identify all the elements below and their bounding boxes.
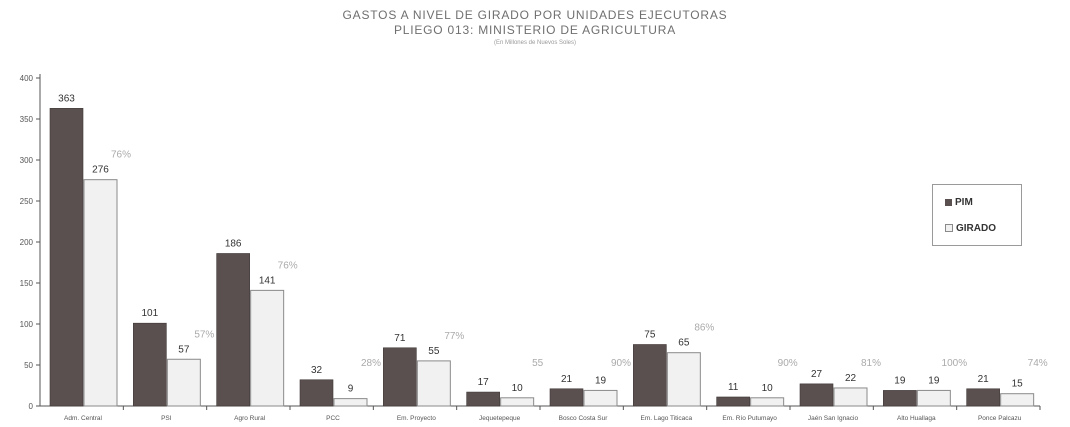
category-label: Agro Rural — [234, 415, 266, 422]
data-label-girado: 10 — [512, 383, 524, 394]
legend-swatch-girado — [945, 224, 953, 233]
bar-pim — [299, 379, 334, 407]
legend-swatch-pim — [945, 198, 952, 206]
data-label-pim: 363 — [58, 93, 75, 104]
y-tick-label: 300 — [20, 156, 34, 165]
percent-label: 28% — [361, 358, 381, 369]
category-label: Ponce Palcazu — [978, 415, 1022, 422]
data-label-girado: 9 — [348, 384, 354, 395]
data-label-pim: 27 — [811, 369, 823, 380]
data-label-girado: 22 — [845, 373, 857, 384]
bar-pim — [883, 390, 917, 407]
bar-girado — [916, 389, 951, 407]
data-label-pim: 71 — [394, 333, 406, 344]
bar-pim — [466, 391, 500, 407]
data-label-pim: 186 — [225, 238, 242, 249]
percent-label: 55 — [532, 358, 544, 369]
percent-label: 77% — [444, 331, 464, 342]
percent-label: 100% — [942, 358, 968, 369]
category-label: Alto Huallaga — [897, 415, 936, 422]
bar-girado — [666, 352, 701, 407]
chart-titles: GASTOS A NIVEL DE GIRADO POR UNIDADES EJ… — [0, 8, 1070, 48]
bar-pim — [49, 108, 84, 407]
bar-girado — [500, 397, 535, 407]
bar-pim — [383, 347, 417, 407]
y-tick-label: 400 — [20, 74, 34, 83]
category-label: PCC — [326, 415, 340, 422]
y-tick-label: 0 — [29, 402, 34, 411]
percent-label: 76% — [111, 150, 131, 161]
data-label-girado: 19 — [928, 375, 940, 386]
legend-item-pim: PIM — [945, 197, 973, 208]
data-label-pim: 32 — [311, 365, 323, 376]
data-label-girado: 55 — [428, 346, 440, 357]
chart-subtitle: PLIEGO 013: MINISTERIO DE AGRICULTURA — [393, 23, 677, 37]
bar-girado — [833, 387, 868, 407]
percent-label: 90% — [778, 358, 798, 369]
y-tick-label: 200 — [20, 238, 34, 247]
bar-girado — [750, 397, 785, 407]
data-label-girado: 15 — [1012, 379, 1024, 390]
percent-label: 86% — [694, 323, 714, 334]
category-label: Em. Lago Titicaca — [640, 415, 692, 422]
bar-girado — [416, 360, 451, 407]
y-tick-label: 100 — [20, 320, 34, 329]
y-tick-label: 150 — [20, 279, 34, 288]
bar-pim — [966, 388, 1000, 407]
data-label-pim: 21 — [978, 374, 990, 385]
data-label-girado: 65 — [678, 338, 690, 349]
data-label-girado: 19 — [595, 375, 607, 386]
legend-label-pim: PIM — [955, 197, 973, 208]
bar-pim — [716, 396, 750, 407]
legend-item-girado: GIRADO — [945, 223, 996, 234]
bar-girado — [83, 179, 118, 407]
chart-note: (En Millones de Nuevos Soles) — [493, 40, 577, 46]
bar-girado — [1000, 393, 1035, 407]
category-label: PSI — [161, 415, 172, 422]
data-label-pim: 75 — [644, 330, 656, 341]
chart-legend: PIM GIRADO — [932, 184, 1022, 246]
bar-pim — [216, 253, 250, 407]
category-label: Adm. Central — [64, 415, 102, 422]
data-label-pim: 11 — [728, 382, 739, 393]
chart-title: GASTOS A NIVEL DE GIRADO POR UNIDADES EJ… — [342, 8, 728, 22]
percent-label: 57% — [194, 329, 214, 340]
category-label: Em. Río Putumayo — [722, 415, 777, 422]
y-tick-label: 50 — [24, 361, 33, 370]
bar-pim — [133, 322, 167, 407]
bar-pim — [633, 344, 667, 407]
data-label-girado: 10 — [762, 383, 774, 394]
bar-girado — [166, 358, 201, 407]
category-label: Jequetepeque — [479, 415, 521, 422]
data-label-pim: 19 — [894, 375, 906, 386]
data-label-pim: 101 — [141, 308, 158, 319]
data-label-girado: 276 — [92, 165, 109, 176]
bar-girado — [333, 398, 368, 407]
bar-pim — [799, 383, 834, 407]
category-label: Em. Proyecto — [397, 415, 436, 422]
category-label: Jaén San Ignacio — [808, 415, 859, 422]
data-label-pim: 21 — [561, 374, 573, 385]
legend-label-girado: GIRADO — [956, 223, 996, 234]
data-label-girado: 141 — [259, 275, 276, 286]
bar-girado — [250, 289, 285, 407]
y-tick-label: 350 — [20, 115, 34, 124]
percent-label: 90% — [611, 358, 631, 369]
percent-label: 76% — [278, 260, 298, 271]
category-label: Bosco Costa Sur — [559, 415, 609, 422]
bar-pim — [549, 388, 584, 407]
data-label-pim: 17 — [478, 377, 490, 388]
percent-label: 74% — [1028, 358, 1048, 369]
y-tick-label: 250 — [20, 197, 34, 206]
bar-girado — [583, 389, 618, 407]
percent-label: 81% — [861, 358, 881, 369]
data-label-girado: 57 — [178, 344, 190, 355]
